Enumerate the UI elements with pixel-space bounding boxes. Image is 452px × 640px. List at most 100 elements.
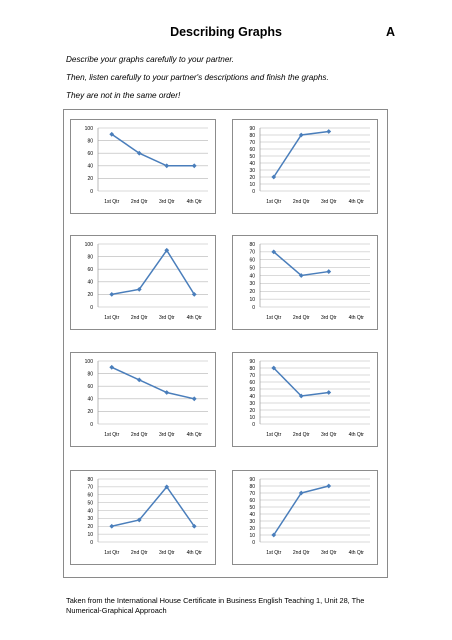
y-tick-label: 80: [249, 133, 255, 139]
y-tick-label: 60: [87, 493, 93, 499]
x-tick-label: 4th Qtr: [349, 315, 365, 321]
x-tick-label: 1st Qtr: [266, 199, 281, 205]
y-tick-label: 80: [87, 371, 93, 377]
y-tick-label: 60: [249, 147, 255, 153]
y-tick-label: 60: [87, 267, 93, 273]
x-tick-label: 4th Qtr: [187, 550, 203, 556]
y-tick-label: 30: [249, 519, 255, 525]
chart-3: 0 20 40 60 80 100 1st Qtr 2nd Qtr 3rd Qtr 4th Qtr: [70, 235, 216, 330]
version-label: A: [386, 25, 396, 39]
y-tick-label: 60: [249, 380, 255, 386]
data-point: [326, 269, 332, 274]
y-tick-label: 10: [249, 297, 255, 303]
instruction-2: Then, listen carefully to your partner's…: [66, 73, 329, 82]
y-tick-label: 20: [87, 292, 93, 298]
x-tick-label: 2nd Qtr: [131, 315, 148, 321]
y-tick-label: 20: [249, 289, 255, 295]
y-tick-label: 10: [249, 182, 255, 188]
y-tick-label: 50: [249, 505, 255, 511]
x-tick-label: 3rd Qtr: [321, 199, 337, 205]
instruction-1: Describe your graphs carefully to your p…: [66, 55, 235, 64]
y-tick-label: 50: [87, 500, 93, 506]
y-tick-label: 30: [249, 168, 255, 174]
x-tick-label: 3rd Qtr: [321, 315, 337, 321]
data-point: [326, 129, 332, 134]
y-tick-label: 50: [249, 154, 255, 160]
chart-4: 0 10 20 30 40 50 60 70 80 1st Qtr 2nd Qtr 3rd Qtr 4t…: [232, 235, 378, 330]
y-tick-label: 30: [249, 401, 255, 407]
y-tick-label: 30: [249, 281, 255, 287]
y-tick-label: 80: [249, 242, 255, 248]
x-tick-label: 1st Qtr: [104, 432, 119, 438]
data-point: [109, 364, 115, 370]
x-tick-label: 1st Qtr: [104, 315, 119, 321]
x-tick-label: 1st Qtr: [104, 550, 119, 556]
y-tick-label: 0: [252, 189, 255, 195]
series-line: [111, 366, 195, 400]
x-tick-label: 4th Qtr: [349, 550, 365, 556]
y-tick-label: 80: [249, 366, 255, 372]
x-tick-label: 2nd Qtr: [293, 199, 310, 205]
y-tick-label: 0: [90, 305, 93, 311]
y-tick-label: 50: [249, 265, 255, 271]
y-tick-label: 60: [249, 498, 255, 504]
y-tick-label: 50: [249, 387, 255, 393]
y-tick-label: 0: [90, 422, 93, 428]
y-tick-label: 90: [249, 477, 255, 483]
y-tick-label: 60: [87, 151, 93, 157]
chart-5: 0 20 40 60 80 100 1st Qtr 2nd Qtr 3rd Qtr 4th Qtr: [70, 352, 216, 447]
data-point: [109, 523, 115, 529]
x-tick-label: 4th Qtr: [349, 199, 365, 205]
y-tick-label: 60: [249, 258, 255, 264]
x-tick-label: 3rd Qtr: [321, 550, 337, 556]
x-tick-label: 2nd Qtr: [131, 199, 148, 205]
x-tick-label: 3rd Qtr: [159, 199, 175, 205]
y-tick-label: 90: [249, 359, 255, 365]
chart-2: 0 10 20 30 40 50 60 70 80 90 1st Qtr 2nd Qtr 3rd Qtr…: [232, 119, 378, 214]
y-tick-label: 20: [87, 176, 93, 182]
chart-5-svg: 0 20 40 60 80 100 1st Qtr 2nd Qtr 3rd Qtr 4th Qtr: [85, 359, 208, 438]
y-tick-label: 20: [249, 175, 255, 181]
data-point: [164, 247, 170, 253]
chart-6: 0 10 20 30 40 50 60 70 80 90 1st Qtr 2nd Qtr 3rd Qtr…: [232, 352, 378, 447]
y-tick-label: 80: [87, 254, 93, 260]
y-tick-label: 40: [87, 164, 93, 170]
y-tick-label: 20: [249, 408, 255, 414]
data-point: [191, 523, 197, 529]
chart-1: 0 20 40 60 80 100 1st Qtr 2nd Qtr 3rd Qtr 4th Qtr: [70, 119, 216, 214]
x-tick-label: 3rd Qtr: [321, 432, 337, 438]
y-tick-label: 80: [87, 138, 93, 144]
y-tick-label: 40: [249, 161, 255, 167]
y-tick-label: 0: [90, 540, 93, 546]
source-note-line-2: Numerical-Graphical Approach: [66, 605, 167, 615]
source-note: Taken from the International House Certi…: [66, 596, 406, 615]
data-point: [191, 292, 197, 297]
x-tick-label: 1st Qtr: [104, 199, 119, 205]
y-tick-label: 40: [87, 508, 93, 514]
y-tick-label: 40: [87, 397, 93, 403]
y-tick-label: 70: [249, 373, 255, 379]
x-tick-label: 3rd Qtr: [159, 550, 175, 556]
y-tick-label: 70: [87, 485, 93, 491]
x-tick-label: 2nd Qtr: [293, 432, 310, 438]
series-line: [111, 248, 195, 296]
x-tick-label: 3rd Qtr: [159, 315, 175, 321]
y-tick-label: 20: [87, 409, 93, 415]
worksheet-frame: [63, 109, 388, 578]
x-tick-label: 2nd Qtr: [131, 550, 148, 556]
data-point: [109, 292, 115, 297]
y-tick-label: 100: [85, 359, 94, 365]
x-tick-label: 1st Qtr: [266, 432, 281, 438]
y-tick-label: 70: [249, 250, 255, 256]
page-title: Describing Graphs: [170, 25, 282, 39]
data-point: [326, 390, 332, 395]
y-tick-label: 20: [249, 526, 255, 532]
chart-3-svg: 0 20 40 60 80 100 1st Qtr 2nd Qtr 3rd Qtr 4th Qtr: [85, 242, 208, 321]
y-tick-label: 100: [85, 126, 94, 132]
y-tick-label: 40: [249, 394, 255, 400]
data-point: [136, 150, 142, 156]
data-point: [109, 131, 115, 137]
x-tick-label: 2nd Qtr: [293, 550, 310, 556]
